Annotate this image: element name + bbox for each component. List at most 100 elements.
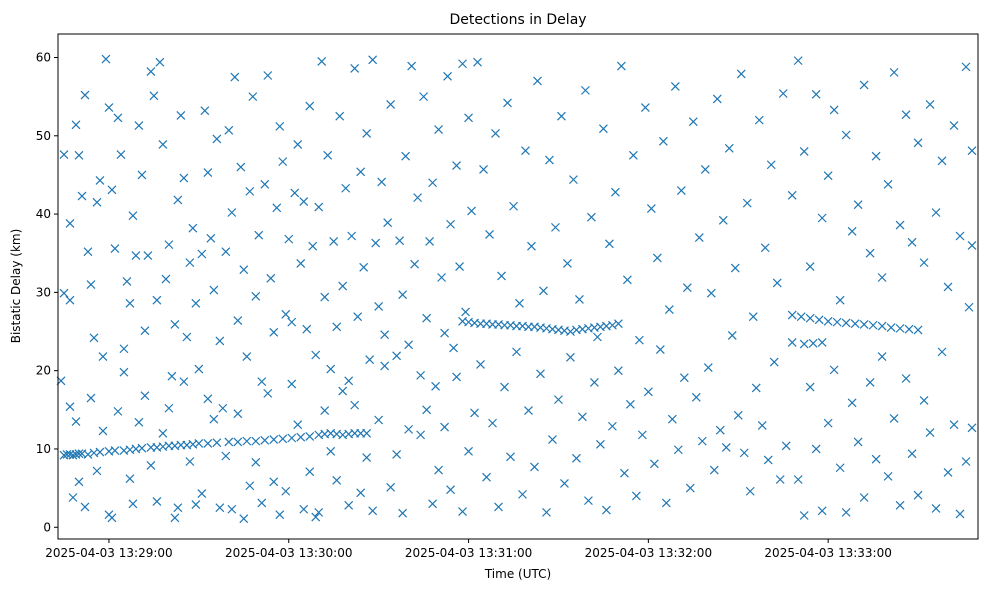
data-point-marker: [344, 376, 354, 386]
data-point-marker: [173, 503, 183, 513]
data-point-marker: [194, 364, 204, 374]
data-point-marker: [799, 511, 809, 520]
data-point-marker: [518, 489, 527, 499]
data-point-marker: [206, 233, 216, 243]
data-point-marker: [203, 394, 213, 404]
data-point-marker: [895, 323, 905, 333]
data-point-marker: [772, 278, 782, 288]
data-point-marker: [895, 220, 905, 230]
data-point-marker: [491, 129, 500, 138]
data-point-marker: [134, 417, 144, 427]
data-point-marker: [748, 312, 758, 322]
data-point-marker: [859, 320, 869, 329]
data-point-marker: [80, 502, 90, 512]
data-point-marker: [308, 241, 318, 251]
data-point-marker: [74, 449, 84, 459]
data-point-marker: [113, 406, 123, 416]
data-point-marker: [347, 231, 357, 241]
data-point-marker: [164, 240, 174, 250]
data-point-marker: [119, 344, 129, 354]
data-point-marker: [865, 248, 875, 258]
data-point-marker: [805, 382, 815, 392]
data-point-marker: [715, 425, 725, 435]
data-point-marker: [823, 171, 833, 181]
data-point-marker: [613, 319, 623, 329]
y-tick-label: 30: [36, 285, 51, 299]
data-point-marker: [287, 433, 297, 443]
data-point-marker: [901, 110, 911, 120]
data-point-marker: [278, 157, 288, 167]
data-point-marker: [86, 393, 96, 403]
data-point-marker: [329, 237, 339, 246]
data-point-marker: [338, 386, 348, 396]
data-point-marker: [281, 309, 291, 319]
data-point-marker: [739, 448, 749, 458]
data-point-marker: [814, 315, 824, 325]
data-point-marker: [667, 414, 677, 424]
data-point-marker: [161, 274, 171, 284]
data-point-marker: [95, 175, 105, 185]
data-point-marker: [607, 421, 617, 431]
data-point-marker: [841, 130, 851, 140]
data-point-marker: [374, 302, 384, 311]
data-point-marker: [566, 327, 575, 336]
data-point-marker: [955, 231, 965, 241]
data-point-marker: [434, 125, 444, 134]
y-tick-label: 50: [36, 129, 51, 143]
data-point-marker: [595, 439, 605, 449]
data-point-marker: [682, 283, 692, 293]
data-point-marker: [877, 321, 887, 331]
data-point-marker: [422, 405, 432, 415]
data-point-marker: [170, 513, 180, 523]
data-point-marker: [134, 121, 144, 131]
data-point-marker: [128, 211, 138, 221]
data-point-marker: [146, 67, 156, 77]
data-point-marker: [431, 381, 441, 391]
x-tick-label: 2025-04-03 13:30:00: [225, 546, 352, 560]
data-point-marker: [359, 262, 369, 272]
data-point-marker: [305, 432, 315, 441]
data-point-marker: [302, 324, 312, 334]
data-point-marker: [850, 319, 860, 329]
data-point-marker: [688, 117, 698, 127]
data-point-marker: [751, 383, 761, 393]
data-point-marker: [694, 233, 704, 242]
data-point-marker: [290, 188, 300, 198]
data-point-marker: [925, 100, 935, 109]
data-point-marker: [847, 226, 857, 236]
data-point-marker: [248, 92, 258, 102]
data-point-marker: [506, 452, 515, 462]
data-point-marker: [416, 370, 426, 380]
data-point-marker: [673, 445, 683, 455]
data-point-marker: [74, 150, 84, 160]
data-point-marker: [257, 498, 267, 508]
data-point-marker: [203, 168, 213, 178]
data-point-marker: [413, 193, 423, 203]
data-point-marker: [371, 238, 381, 248]
data-point-marker: [215, 336, 225, 346]
data-point-marker: [655, 345, 665, 354]
data-point-marker: [509, 201, 518, 211]
data-point-marker: [419, 92, 429, 102]
data-point-marker: [410, 259, 420, 269]
data-point-marker: [257, 377, 267, 387]
data-point-marker: [811, 89, 821, 99]
data-point-marker: [398, 508, 408, 518]
data-point-marker: [817, 338, 827, 347]
data-point-marker: [386, 100, 396, 109]
data-point-marker: [700, 165, 710, 174]
data-point-marker: [236, 162, 246, 172]
data-point-marker: [194, 439, 204, 448]
data-point-marker: [119, 367, 129, 377]
data-point-marker: [853, 437, 863, 447]
data-point-marker: [757, 421, 767, 430]
data-point-marker: [98, 426, 108, 436]
data-point-marker: [859, 80, 869, 90]
data-point-marker: [578, 412, 587, 422]
data-point-marker: [254, 230, 264, 240]
data-point-marker: [275, 121, 285, 131]
data-point-marker: [296, 258, 306, 268]
data-point-marker: [260, 179, 270, 189]
data-point-marker: [904, 324, 914, 334]
data-point-marker: [362, 428, 372, 438]
